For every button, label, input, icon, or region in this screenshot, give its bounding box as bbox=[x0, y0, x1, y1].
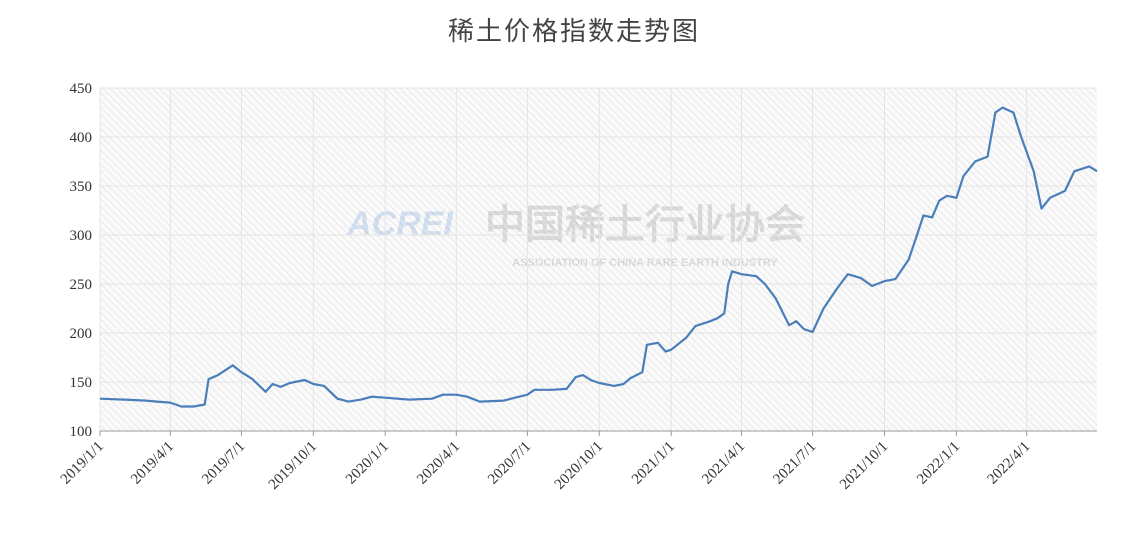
watermark: ACREI 中国稀土行业协会 ASSOCIATION OF CHINA RARE… bbox=[346, 202, 805, 269]
x-tick-label: 2019/10/1 bbox=[266, 439, 320, 493]
y-tick-label: 350 bbox=[70, 179, 93, 195]
x-tick-label: 2019/4/1 bbox=[128, 439, 177, 488]
x-tick-label: 2021/1/1 bbox=[629, 439, 678, 488]
x-tick-label: 2019/1/1 bbox=[58, 439, 107, 488]
chart-title: 稀土价格指数走势图 bbox=[448, 17, 700, 46]
y-tick-label: 250 bbox=[70, 277, 93, 293]
x-tick-label: 2021/4/1 bbox=[699, 439, 748, 488]
y-tick-label: 450 bbox=[70, 81, 93, 97]
y-tick-label: 150 bbox=[70, 375, 93, 391]
y-tick-label: 400 bbox=[70, 130, 93, 146]
x-tick-label: 2021/7/1 bbox=[770, 439, 819, 488]
x-tick-label: 2020/10/1 bbox=[552, 439, 606, 493]
y-tick-label: 300 bbox=[70, 228, 93, 244]
x-tick-label: 2020/1/1 bbox=[343, 439, 392, 488]
x-tick-label: 2021/10/1 bbox=[837, 439, 891, 493]
x-tick-label: 2019/7/1 bbox=[199, 439, 248, 488]
watermark-logo: ACREI bbox=[346, 205, 454, 243]
watermark-subtitle: ASSOCIATION OF CHINA RARE EARTH INDUSTRY bbox=[512, 257, 778, 269]
y-tick-label: 100 bbox=[70, 424, 93, 440]
x-tick-label: 2020/7/1 bbox=[485, 439, 534, 488]
plot-area bbox=[100, 88, 1097, 431]
x-tick-label: 2022/4/1 bbox=[984, 439, 1033, 488]
y-tick-label: 200 bbox=[70, 326, 93, 342]
x-tick-label: 2022/1/1 bbox=[914, 439, 963, 488]
series-line bbox=[99, 106, 1098, 408]
watermark-name: 中国稀土行业协会 bbox=[485, 202, 805, 247]
x-tick-label: 2020/4/1 bbox=[414, 439, 463, 488]
